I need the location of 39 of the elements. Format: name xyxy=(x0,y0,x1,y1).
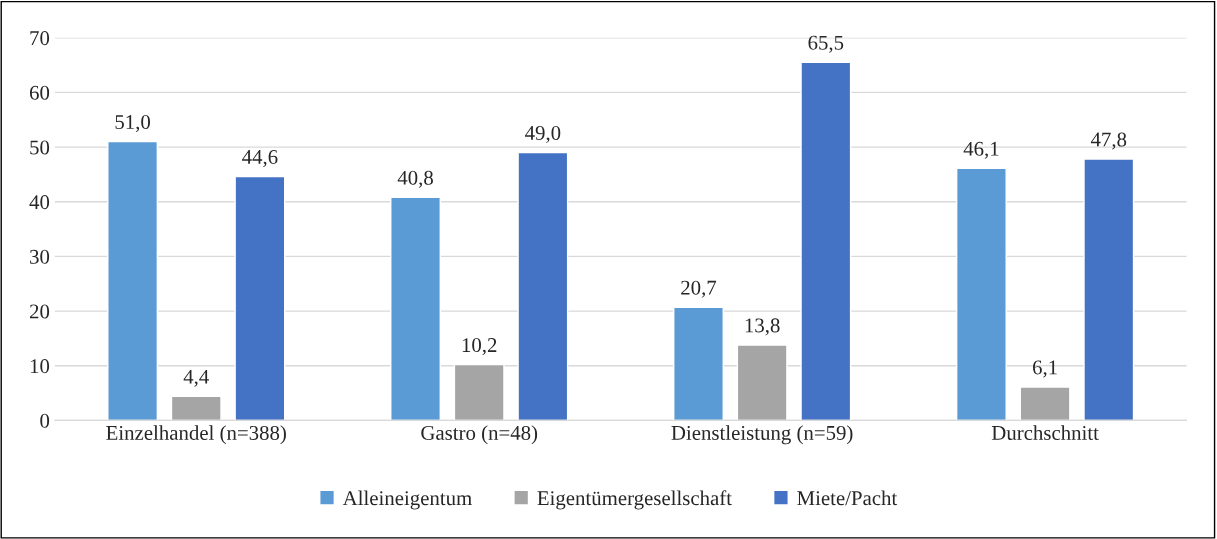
bar xyxy=(800,61,852,421)
y-tick-label: 0 xyxy=(40,413,50,428)
data-label: 20,7 xyxy=(681,280,717,298)
bar xyxy=(107,140,159,421)
y-tick-label: 30 xyxy=(30,249,50,264)
x-tick-label: Einzelhandel (n=388) xyxy=(106,425,286,445)
bar xyxy=(517,151,569,421)
data-label: 46,1 xyxy=(963,141,999,159)
x-tick-label: Durchschnitt xyxy=(991,425,1099,440)
bar xyxy=(955,167,1007,421)
bar xyxy=(453,363,505,421)
data-label: 49,0 xyxy=(525,125,561,143)
legend-label: Alleineigentum xyxy=(342,490,472,510)
bar xyxy=(1019,386,1071,421)
bar xyxy=(390,196,441,421)
data-label: 10,2 xyxy=(462,338,497,356)
y-tick-label: 50 xyxy=(30,140,50,155)
y-tick-label: 40 xyxy=(29,195,50,210)
data-label: 51,0 xyxy=(115,114,151,133)
bar xyxy=(673,306,724,421)
y-tick-label: 10 xyxy=(30,359,50,374)
data-label: 13,8 xyxy=(745,318,780,336)
data-label: 6,1 xyxy=(1032,360,1057,378)
data-label: 47,8 xyxy=(1090,132,1127,150)
bar xyxy=(234,175,286,421)
bar xyxy=(1083,158,1135,421)
legend-label: Eigentümergesellschaft xyxy=(537,490,732,510)
y-tick-label: 60 xyxy=(29,85,50,100)
bar xyxy=(170,395,222,421)
x-tick-label: Gastro (n=48) xyxy=(421,425,538,445)
y-tick-label: 70 xyxy=(30,31,50,46)
data-label: 44,6 xyxy=(242,150,278,168)
legend-label: Miete/Pacht xyxy=(797,490,898,506)
data-label: 40,8 xyxy=(397,170,433,188)
bar xyxy=(736,344,788,421)
y-tick-label: 20 xyxy=(29,304,50,319)
data-label: 65,5 xyxy=(808,35,844,53)
data-label: 4,4 xyxy=(183,369,209,387)
x-tick-label: Dienstleistung (n=59) xyxy=(671,425,853,445)
